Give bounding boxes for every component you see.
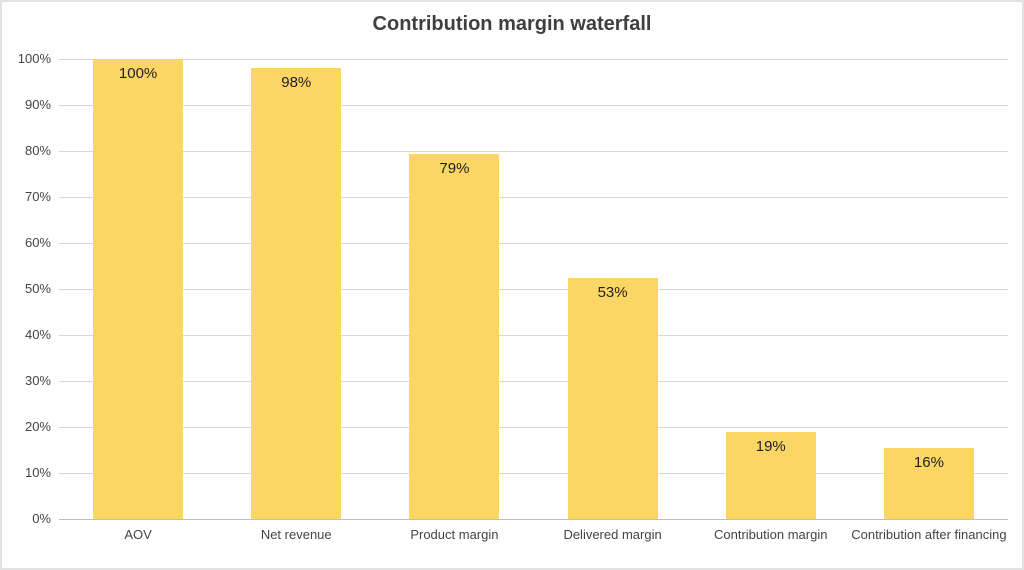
- gridline: [59, 335, 1008, 336]
- y-tick-label: 100%: [17, 51, 51, 66]
- x-tick-label: AOV: [124, 527, 152, 542]
- bar: 100%: [93, 59, 184, 519]
- y-tick-label: 30%: [24, 373, 51, 388]
- bar-data-label: 53%: [597, 283, 628, 301]
- bar-data-label: 19%: [755, 438, 786, 456]
- bar: 79%: [409, 153, 500, 519]
- y-tick-label: 10%: [24, 465, 51, 480]
- bar: 16%: [883, 447, 974, 519]
- gridline: [59, 59, 1008, 60]
- gridline: [59, 427, 1008, 428]
- bar-data-label: 79%: [439, 159, 470, 177]
- gridline: [59, 197, 1008, 198]
- x-tick-label: Contribution margin: [714, 527, 828, 542]
- y-tick-label: 90%: [24, 97, 51, 112]
- bar: 98%: [251, 68, 342, 519]
- gridline: [59, 473, 1008, 474]
- x-tick-label: Contribution after financing: [851, 527, 1007, 542]
- bar: 19%: [725, 432, 816, 519]
- y-tick-label: 70%: [24, 189, 51, 204]
- gridline: [59, 289, 1008, 290]
- bar: 53%: [567, 277, 658, 519]
- x-axis-line: [59, 519, 1008, 520]
- bar-data-label: 98%: [281, 74, 312, 92]
- y-tick-label: 40%: [24, 327, 51, 342]
- chart-title: Contribution margin waterfall: [372, 13, 652, 35]
- y-tick-label: 20%: [24, 419, 51, 434]
- y-tick-label: 50%: [24, 281, 51, 296]
- x-tick-label: Net revenue: [260, 527, 332, 542]
- gridline: [59, 243, 1008, 244]
- gridline: [59, 381, 1008, 382]
- bar-data-label: 100%: [118, 65, 158, 82]
- bar-data-label: 16%: [913, 453, 944, 471]
- y-tick-label: 60%: [24, 235, 51, 250]
- y-tick-label: 0%: [32, 511, 51, 526]
- plot-area: 100% 98% 79% 53% 19% 16%: [59, 59, 1008, 520]
- x-tick-label: Delivered margin: [563, 527, 662, 542]
- y-tick-label: 80%: [24, 143, 51, 158]
- gridline: [59, 151, 1008, 152]
- gridline: [59, 105, 1008, 106]
- x-tick-label: Product margin: [410, 527, 499, 542]
